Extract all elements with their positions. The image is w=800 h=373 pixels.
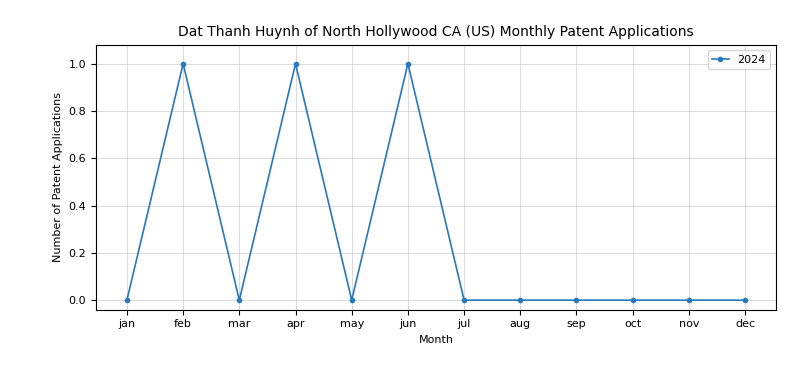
2024 (628, 298, 638, 303)
2024 (403, 62, 413, 66)
2024 (572, 298, 582, 303)
2024 (122, 298, 132, 303)
2024 (178, 62, 188, 66)
2024 (740, 298, 750, 303)
2024 (290, 62, 300, 66)
X-axis label: Month: Month (418, 335, 454, 345)
Line: 2024: 2024 (125, 62, 747, 302)
Legend: 2024: 2024 (708, 50, 770, 69)
2024 (347, 298, 357, 303)
Y-axis label: Number of Patent Applications: Number of Patent Applications (53, 92, 63, 262)
2024 (459, 298, 469, 303)
2024 (234, 298, 244, 303)
2024 (515, 298, 525, 303)
Title: Dat Thanh Huynh of North Hollywood CA (US) Monthly Patent Applications: Dat Thanh Huynh of North Hollywood CA (U… (178, 25, 694, 40)
2024 (684, 298, 694, 303)
